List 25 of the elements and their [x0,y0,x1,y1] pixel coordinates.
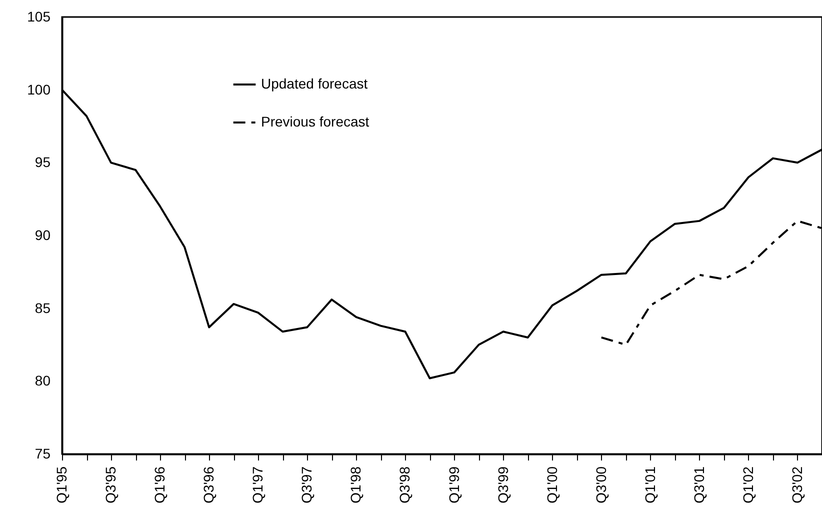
legend-label: Previous forecast [261,114,370,130]
x-tick-label: Q1'02 [740,466,756,504]
x-tick-label: Q3'99 [494,466,511,504]
y-tick-label: 100 [27,81,51,98]
x-tick-label: Q3'95 [102,466,119,504]
x-tick-label: Q3'97 [298,466,315,504]
y-tick-label: 80 [34,372,51,389]
x-tick-label: Q1'00 [544,466,560,504]
x-tick-label: Q3'01 [690,466,707,504]
y-tick-label: 105 [27,8,51,24]
x-tick-label: Q1'97 [250,466,266,504]
x-tick-label: Q3'98 [396,466,413,504]
x-tick-label: Q3'00 [592,466,609,504]
x-tick-label: Q1'99 [446,466,462,504]
x-tick-label: Q3'02 [788,466,805,504]
x-tick-label: Q3'96 [200,466,217,504]
legend-label: Updated forecast [261,76,368,92]
y-tick-label: 75 [34,446,51,462]
x-tick-label: Q1'01 [642,466,658,504]
y-tick-label: 85 [34,300,51,316]
x-tick-label: Q1'96 [152,466,168,504]
x-tick-label: Q1'98 [348,466,364,504]
y-tick-label: 90 [34,227,51,243]
y-tick-label: 95 [34,154,51,170]
x-tick-label: Q1'95 [54,466,70,504]
